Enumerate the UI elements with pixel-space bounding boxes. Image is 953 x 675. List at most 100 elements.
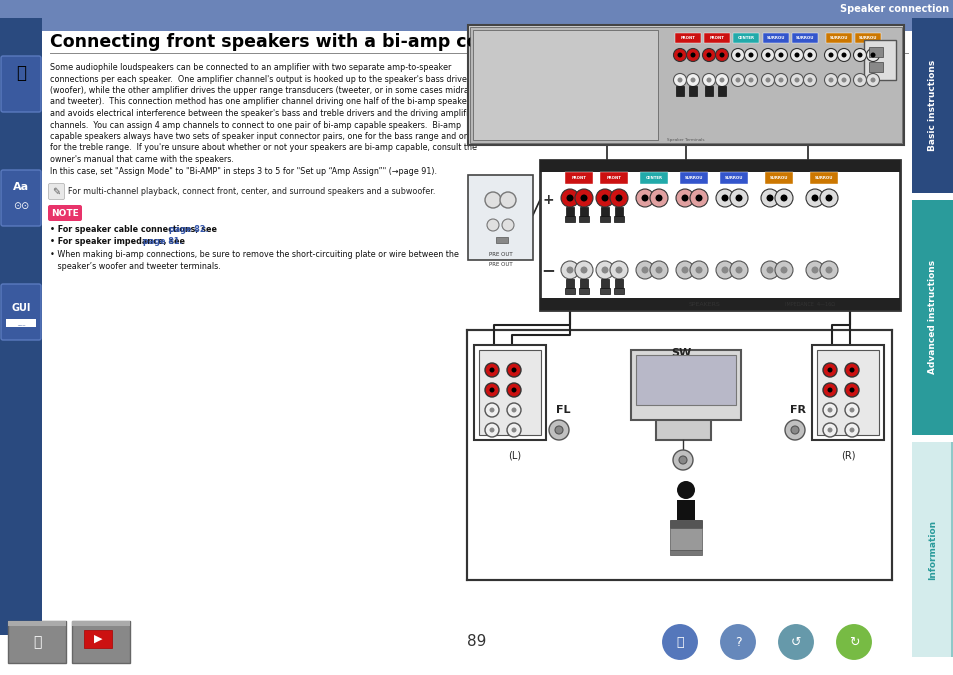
Text: page 82.: page 82. [169,225,209,234]
Circle shape [673,49,686,61]
Bar [764,172,792,184]
Text: FRONT: FRONT [709,36,723,40]
Bar [868,47,882,57]
Bar [911,442,953,657]
Bar [732,33,759,43]
Circle shape [760,189,779,207]
Text: CENTER: CENTER [645,176,661,180]
Circle shape [824,194,832,202]
Circle shape [680,194,688,202]
Circle shape [484,363,498,377]
Text: −: − [540,261,555,279]
Bar [71,621,130,663]
Circle shape [865,49,879,61]
Circle shape [764,53,770,57]
Bar [8,621,66,663]
Circle shape [827,78,833,82]
Circle shape [511,387,516,392]
Circle shape [760,261,779,279]
Text: CENTER: CENTER [737,36,754,40]
Bar [677,500,695,520]
Circle shape [778,78,782,82]
Circle shape [790,74,802,86]
Circle shape [790,49,802,61]
Bar [676,86,683,96]
Circle shape [743,74,757,86]
Circle shape [689,261,707,279]
Circle shape [636,261,654,279]
Circle shape [743,49,757,61]
Text: For multi-channel playback, connect front, center, and surround speakers and a s: For multi-channel playback, connect fron… [68,187,435,196]
Bar [854,33,880,43]
Text: FRONT: FRONT [679,36,695,40]
Bar [703,33,729,43]
Bar [911,18,953,193]
Bar [762,33,788,43]
Text: SURROU: SURROU [769,176,787,180]
Circle shape [649,261,667,279]
Text: and avoids electrical interference between the speaker's bass and treble drivers: and avoids electrical interference betwe… [50,109,476,118]
Circle shape [822,363,836,377]
Bar [950,200,953,435]
Circle shape [790,426,799,434]
Bar [478,350,540,435]
Text: SURROU: SURROU [814,176,832,180]
Circle shape [865,74,879,86]
Circle shape [765,267,773,273]
Text: SURROU: SURROU [766,36,784,40]
Circle shape [776,623,814,661]
Text: GUI: GUI [11,303,30,313]
Circle shape [655,267,661,273]
Circle shape [660,623,699,661]
Bar [8,621,66,626]
Bar [468,175,533,260]
Bar [615,207,622,219]
Circle shape [806,78,812,82]
Circle shape [511,427,516,433]
Bar [669,528,701,550]
Circle shape [805,261,823,279]
Circle shape [848,367,854,373]
Circle shape [869,53,875,57]
Circle shape [575,189,593,207]
Bar [720,172,747,184]
Circle shape [820,261,837,279]
Circle shape [609,261,627,279]
Text: FRONT: FRONT [571,176,586,180]
Bar [468,25,903,145]
Bar [950,442,953,657]
FancyBboxPatch shape [49,184,65,200]
Bar [825,33,851,43]
Bar [579,279,587,291]
Circle shape [823,74,837,86]
Bar [474,345,545,440]
Circle shape [484,192,500,208]
Bar [578,216,588,222]
Circle shape [802,49,816,61]
Circle shape [511,408,516,412]
Circle shape [827,53,833,57]
Circle shape [822,403,836,417]
Bar [578,288,588,294]
FancyBboxPatch shape [1,56,41,112]
Bar [791,33,817,43]
Text: (woofer), while the other amplifier drives the upper range transducers (tweeter,: (woofer), while the other amplifier driv… [50,86,483,95]
Circle shape [690,53,695,57]
Bar [615,279,622,291]
Circle shape [811,194,818,202]
Bar [470,27,901,143]
Circle shape [826,387,832,392]
Text: PRE OUT: PRE OUT [488,252,512,257]
Circle shape [848,408,854,412]
Bar [0,0,953,18]
Circle shape [735,194,741,202]
Circle shape [848,427,854,433]
Circle shape [715,74,728,86]
Bar [42,18,911,31]
Text: Connecting front speakers with a bi-amp connection: Connecting front speakers with a bi-amp … [50,33,563,51]
Circle shape [844,363,858,377]
Text: for the treble range.  If you're unsure about whether or not your speakers are b: for the treble range. If you're unsure a… [50,144,476,153]
Circle shape [677,481,695,499]
Circle shape [701,74,715,86]
Bar [599,216,609,222]
